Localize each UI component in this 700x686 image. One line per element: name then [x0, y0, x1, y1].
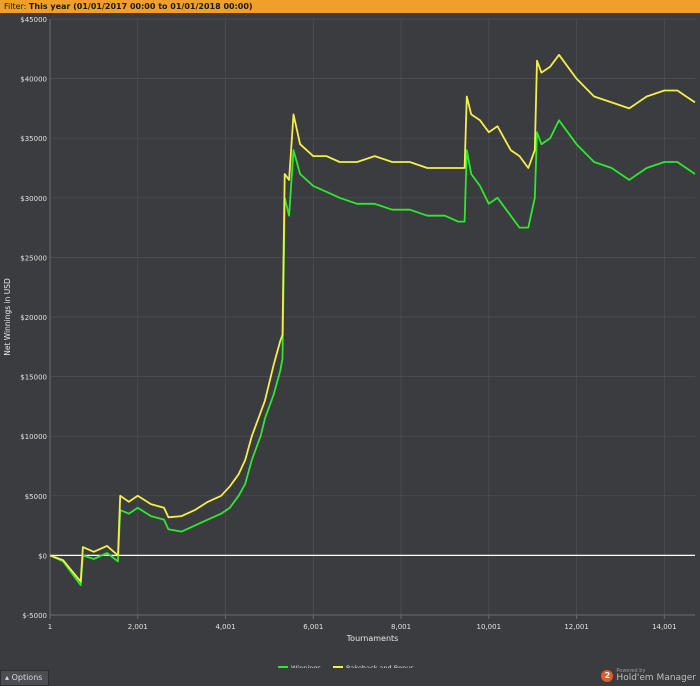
- options-label: Options: [11, 673, 43, 682]
- powered-by-label: Powered by: [616, 668, 646, 674]
- y-tick-label: $5000: [25, 493, 47, 501]
- series-line-rakeback-and-bonus: [49, 53, 696, 583]
- x-tick-label: 8,001: [391, 623, 411, 631]
- x-tick-label: 14,001: [652, 623, 677, 631]
- caret-up-icon: ▴: [5, 673, 10, 682]
- brand-name: Hold'em Manager: [616, 673, 696, 683]
- x-tick-label: 2,001: [128, 623, 148, 631]
- bottom-bar: [0, 669, 700, 685]
- y-tick-label: $40000: [20, 76, 47, 84]
- filter-text: This year (01/01/2017 00:00 to 01/01/201…: [28, 2, 253, 11]
- y-tick-label: $-5000: [22, 612, 47, 620]
- x-axis-title: Tournaments: [346, 634, 399, 643]
- y-tick-label: $0: [38, 552, 47, 560]
- y-tick-label: $20000: [20, 314, 47, 322]
- hem-logo-icon: 2: [601, 670, 614, 682]
- x-tick-label: 1: [48, 623, 52, 631]
- y-tick-label: $35000: [20, 135, 47, 143]
- filter-prefix: Filter:: [4, 2, 27, 11]
- x-tick-label: 12,001: [564, 623, 589, 631]
- y-tick-label: $45000: [20, 16, 47, 24]
- net-winnings-chart: $-5000 $0 $5000 $10000 $15000 $20000 $25000 $30…: [3, 16, 696, 668]
- filter-bar: Filter: This year (01/01/2017 00:00 to 0…: [0, 0, 700, 13]
- y-tick-label: $10000: [20, 433, 47, 441]
- x-tick-label: 10,001: [477, 623, 502, 631]
- options-button[interactable]: ▴ Options: [0, 670, 50, 686]
- x-tick-label: 4,001: [215, 623, 235, 631]
- brand-badge: 2 Powered by Hold'em Manager: [601, 667, 696, 685]
- y-axis-title: Net Winnings in USD: [3, 278, 12, 356]
- y-tick-label: $15000: [20, 374, 47, 382]
- legend-label: Winnings: [291, 664, 321, 668]
- x-tick-label: 6,001: [303, 623, 323, 631]
- legend-label: Rakeback and Bonus: [346, 664, 414, 668]
- y-tick-label: $25000: [20, 254, 47, 262]
- y-tick-label: $30000: [20, 195, 47, 203]
- series-line-winnings: [49, 119, 696, 587]
